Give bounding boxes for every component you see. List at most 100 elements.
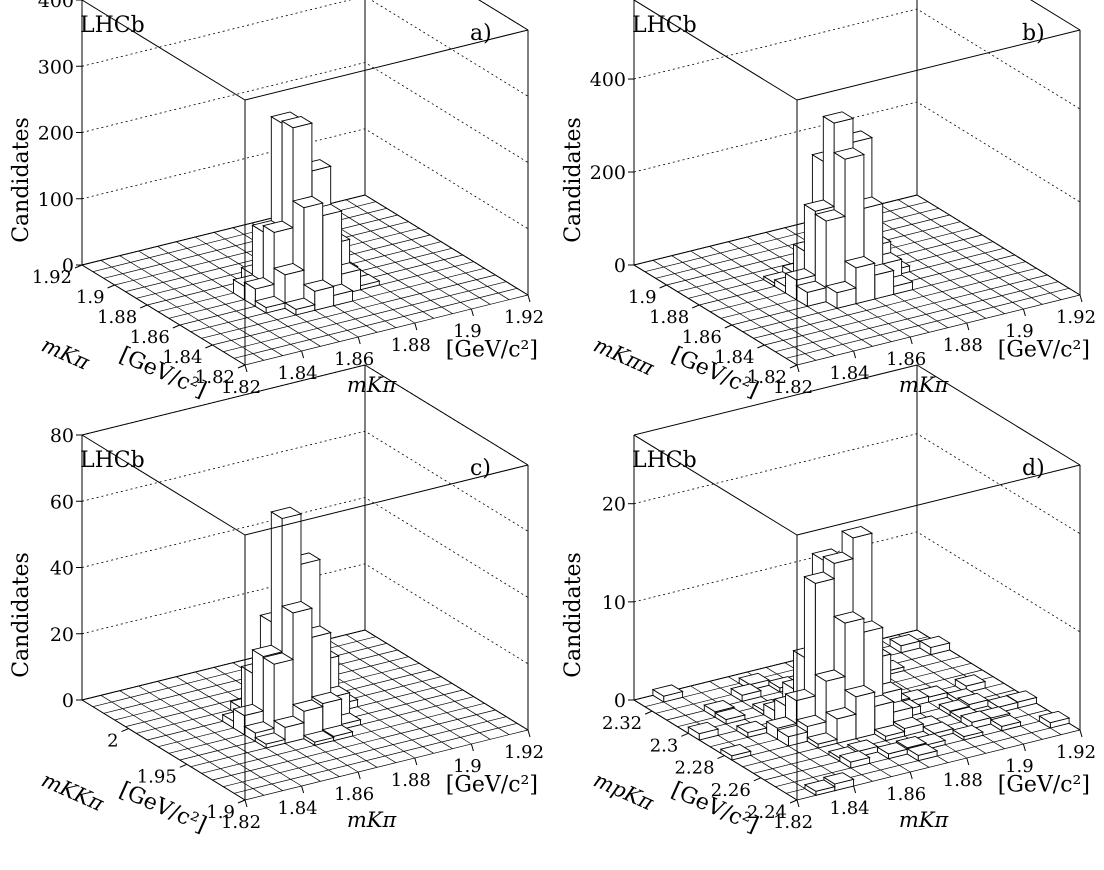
experiment-label: LHCb xyxy=(80,13,145,38)
z-tick-label: 10 xyxy=(602,592,626,614)
bar xyxy=(1038,710,1071,729)
z-axis-label: Candidates xyxy=(561,117,586,243)
x-tick-label: 1.82 xyxy=(221,812,261,833)
y-tick-label: 1.86 xyxy=(682,327,722,348)
x-tick-label: 1.86 xyxy=(334,784,374,805)
panel-label: d) xyxy=(1022,456,1045,481)
bar xyxy=(918,635,951,656)
y-tick-label: 1.9 xyxy=(206,802,235,823)
y-variable-label: mKπ xyxy=(38,333,94,376)
panel-a: LHCb a) Candidates 0 100 200 300 400 1.82 1.84… xyxy=(0,0,552,435)
x-tick-label: 1.88 xyxy=(943,770,983,791)
chart-a: LHCb a) Candidates 01002003004001.821.84… xyxy=(9,0,544,403)
y-tick-label: 1.82 xyxy=(195,367,235,388)
x-tick-label: 1.84 xyxy=(830,363,870,384)
bar xyxy=(283,297,316,316)
bar xyxy=(989,714,1022,732)
experiment-label: LHCb xyxy=(80,448,145,473)
y-tick-label: 1.84 xyxy=(714,347,754,368)
bar xyxy=(986,695,1019,714)
x-tick-label: 1.88 xyxy=(943,335,983,356)
bar xyxy=(687,721,720,741)
y-tick-label: 2 xyxy=(107,731,118,752)
bar xyxy=(922,721,955,739)
bar xyxy=(714,707,747,725)
x-unit-label: [GeV/c²] xyxy=(998,772,1090,797)
bar xyxy=(254,732,287,749)
x-variable-label: mKπ xyxy=(347,808,398,832)
bars xyxy=(232,111,381,316)
z-tick-label: 0 xyxy=(614,255,626,277)
x-tick-label: 1.9 xyxy=(1005,321,1034,342)
x-tick-label: 1.9 xyxy=(453,321,482,342)
z-tick-label: 300 xyxy=(38,56,74,78)
bar xyxy=(730,683,763,703)
y-variable-label: mpKπ xyxy=(590,768,658,816)
x-unit-label: [GeV/c²] xyxy=(446,337,538,362)
x-tick-label: 1.92 xyxy=(504,307,544,328)
x-tick-label: 1.88 xyxy=(391,770,431,791)
bar xyxy=(795,280,828,308)
z-tick-label: 200 xyxy=(590,162,626,184)
y-tick-label: 2.3 xyxy=(650,735,679,756)
bar xyxy=(776,724,809,747)
y-tick-label: 1.84 xyxy=(162,347,202,368)
experiment-label: LHCb xyxy=(632,13,697,38)
y-tick-label: 1.88 xyxy=(97,307,137,328)
x-tick-label: 1.92 xyxy=(1056,307,1096,328)
z-tick-label: 0 xyxy=(614,690,626,712)
bars xyxy=(762,111,914,310)
x-tick-label: 1.86 xyxy=(886,784,926,805)
experiment-label: LHCb xyxy=(632,448,697,473)
x-tick-label: 1.84 xyxy=(278,363,318,384)
bar xyxy=(876,742,909,760)
chart-c: LHCb c) Candidates 0 20 40 60 80 1.82 1.84 1.86… xyxy=(9,364,544,838)
z-tick-label: 20 xyxy=(50,624,74,646)
z-tick-label: 100 xyxy=(38,189,74,211)
panel-label: b) xyxy=(1022,21,1045,46)
bar xyxy=(651,684,684,703)
z-tick-label: 40 xyxy=(50,558,74,580)
x-tick-label: 1.9 xyxy=(453,756,482,777)
bar xyxy=(254,295,287,314)
x-tick-label: 1.82 xyxy=(773,812,813,833)
bar xyxy=(951,724,984,741)
z-tick-label: 400 xyxy=(590,69,626,91)
z-axis-label: Candidates xyxy=(561,552,586,678)
bar xyxy=(302,730,335,747)
x-variable-label: mKπ xyxy=(899,373,950,397)
x-tick-label: 1.9 xyxy=(1005,756,1034,777)
x-unit-label: [GeV/c²] xyxy=(446,772,538,797)
y-tick-label: 2.26 xyxy=(711,780,751,801)
z-tick-label: 400 xyxy=(38,0,74,12)
x-unit-label: [GeV/c²] xyxy=(998,337,1090,362)
panel-label: a) xyxy=(470,21,492,46)
bar xyxy=(806,732,839,749)
y-tick-label: 1.86 xyxy=(130,327,170,348)
z-tick-label: 60 xyxy=(50,491,74,513)
bar xyxy=(959,710,992,730)
x-variable-label: mKπ xyxy=(899,808,950,832)
y-tick-label: 2.24 xyxy=(747,802,787,823)
x-tick-label: 1.88 xyxy=(391,335,431,356)
bar xyxy=(824,280,858,310)
y-tick-label: 1.92 xyxy=(32,267,72,288)
bar xyxy=(888,634,922,654)
y-tick-label: 2.32 xyxy=(602,713,642,734)
x-tick-label: 1.84 xyxy=(278,798,318,819)
panel-d: LHCb d) Candidates 0 10 20 1.82 1.84 1.86 1.88… xyxy=(552,364,1104,870)
chart-b: LHCb b) Candidates 02004001.821.841.861.… xyxy=(561,0,1096,403)
panel-c: LHCb c) Candidates 0 20 40 60 80 1.82 1.84 1.86… xyxy=(0,364,552,870)
x-variable-label: mKπ xyxy=(347,373,398,397)
bar xyxy=(803,779,836,797)
y-tick-label: 2.28 xyxy=(674,758,714,779)
bar xyxy=(838,750,871,769)
y-tick-label: 1.82 xyxy=(747,367,787,388)
y-tick-label: 1.9 xyxy=(76,287,105,308)
